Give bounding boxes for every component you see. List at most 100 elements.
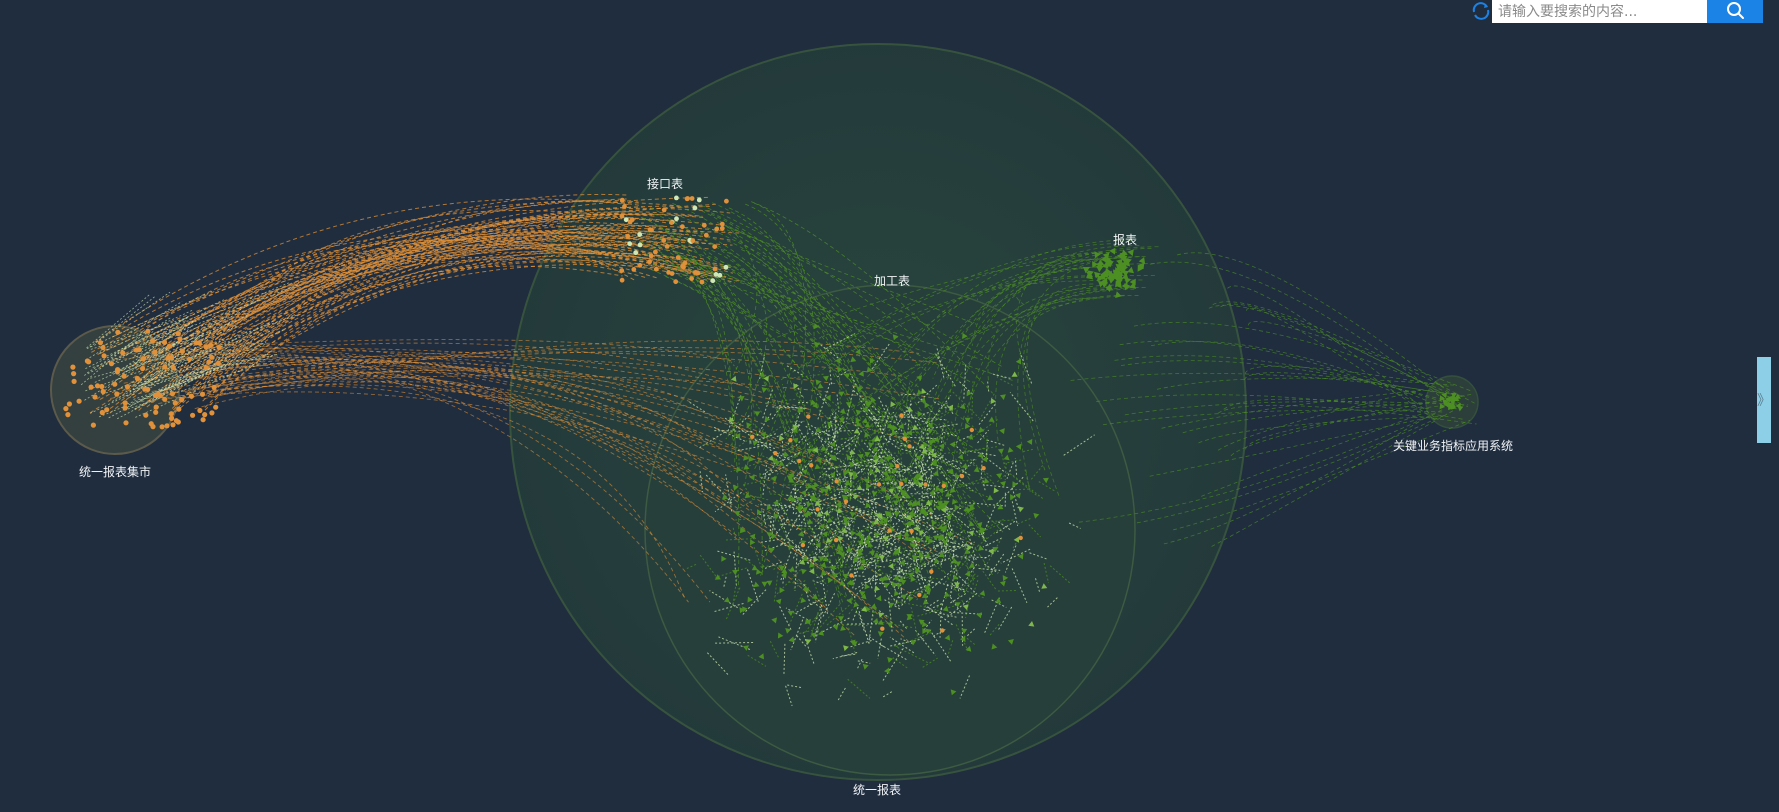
edge-main-internal [971,579,979,597]
node-unified-report [800,568,807,575]
edge-main-internal [873,558,886,578]
edge-main-internal [867,576,873,589]
node-unified-report [1026,438,1033,445]
node-unified-report [892,424,898,431]
node-unified-report [952,574,959,581]
edge-main-internal [742,483,754,501]
node-unified-report [835,501,842,508]
edge-main-internal [934,403,946,420]
node-unified-report [838,391,845,397]
side-panel-toggle[interactable]: 》 [1757,357,1771,443]
node-unified-report [814,500,821,507]
refresh-icon[interactable] [1470,0,1492,22]
node-unified-report [893,493,899,500]
edge-mart-to-interface [111,237,653,338]
node-unified-report [916,375,923,381]
edge-main-internal [849,465,852,500]
edge-main-internal [912,446,924,475]
node-unified-report [761,387,768,393]
node-unified-report [930,458,937,465]
edge-main-internal [767,452,780,480]
node-unified-report [864,538,870,545]
edge-main-internal [764,561,783,569]
edge-main-internal [838,435,859,441]
edge-main-internal [891,530,909,536]
edge-main-internal [921,576,943,580]
edge-main-internal [762,510,767,526]
node-unified-report [918,619,925,626]
node-unified-report [825,537,832,544]
node-unified-report [846,597,852,604]
node-report-mart [148,421,154,427]
edge-main-internal [987,519,1016,523]
nodes-layer [63,195,1464,696]
edge-main-internal [893,468,911,474]
node-unified-report [723,596,730,603]
node-unified-report [844,479,851,486]
edge-main-internal [851,559,862,591]
edge-main-internal [847,574,865,577]
node-unified-report [887,657,893,663]
edge-mart-to-interface [154,246,713,381]
edge-mart-to-main [139,367,925,446]
node-unified-report [809,447,816,454]
edge-mart-to-main [158,340,920,405]
search-input[interactable] [1492,0,1707,23]
edge-main-internal [913,553,943,562]
edge-mart-internal [86,294,150,349]
edge-main-internal [851,420,863,433]
node-unified-report [816,511,823,517]
node-unified-report [763,375,769,382]
node-unified-report [882,536,889,542]
node-kpi-system [1454,393,1461,399]
node-interface-table [724,198,729,204]
edge-main-internal [819,503,852,509]
node-report-mart [100,345,106,351]
edge-main-internal [1043,562,1049,584]
edge-main-internal [883,456,897,494]
node-unified-report [943,500,950,506]
edge-main-internal [833,576,849,583]
edge-mart-to-main [133,341,854,594]
edge-mart-internal [133,324,195,357]
edge-main-internal [949,611,983,615]
node-unified-report [732,569,738,576]
node-unified-report [991,643,998,650]
edge-main-internal [923,524,936,547]
node-report [1094,251,1101,259]
node-processing-table [929,569,934,574]
edge-to-kpi [1114,355,1455,406]
node-processing-table [941,483,946,489]
node-unified-report [841,527,847,534]
search-button[interactable] [1707,0,1763,23]
edge-mart-to-interface [94,198,630,343]
node-unified-report [749,533,756,540]
edge-main-internal [795,421,811,449]
node-unified-report [865,606,871,613]
node-unified-report [939,502,945,509]
edge-main-internal [992,373,1011,379]
node-unified-report [820,570,827,576]
edge-main-internal [952,556,988,559]
node-processing-table [806,414,811,419]
edge-main-internal [1012,474,1045,500]
node-report-mart [99,383,105,390]
node-report-mart [211,384,217,390]
edge-main-internal [931,525,948,540]
edge-main-internal [780,535,793,554]
edge-main-internal [902,481,930,490]
node-processing-table [788,438,793,443]
edge-mart-to-interface [203,239,658,341]
node-unified-report [766,580,773,586]
node-report-mart [70,364,76,370]
edge-mart-to-interface [202,247,708,402]
node-unified-report [810,399,817,406]
node-unified-report [864,401,871,407]
edge-interface-to-main [716,222,1005,369]
edge-interface-to-main [658,258,816,479]
edge-main-internal [988,623,1000,637]
node-unified-report [758,653,764,660]
edge-main-internal [791,399,812,418]
